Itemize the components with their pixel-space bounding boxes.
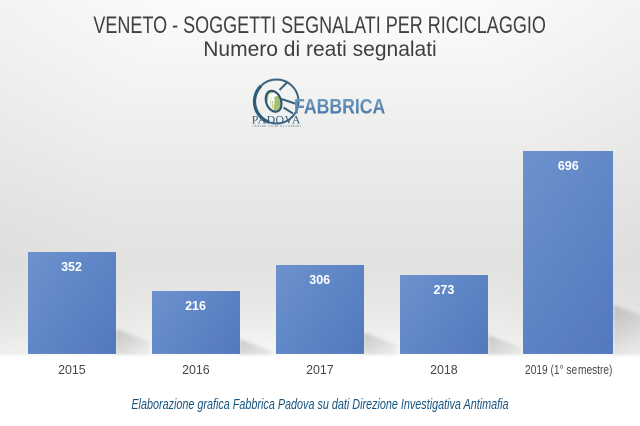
svg-text:FABBRICA: FABBRICA	[294, 94, 385, 118]
svg-text:CENTRO STUDI DI CONFAPI: CENTRO STUDI DI CONFAPI	[253, 125, 301, 128]
svg-text:PADOVA: PADOVA	[252, 113, 302, 127]
svg-text:F: F	[271, 100, 277, 111]
